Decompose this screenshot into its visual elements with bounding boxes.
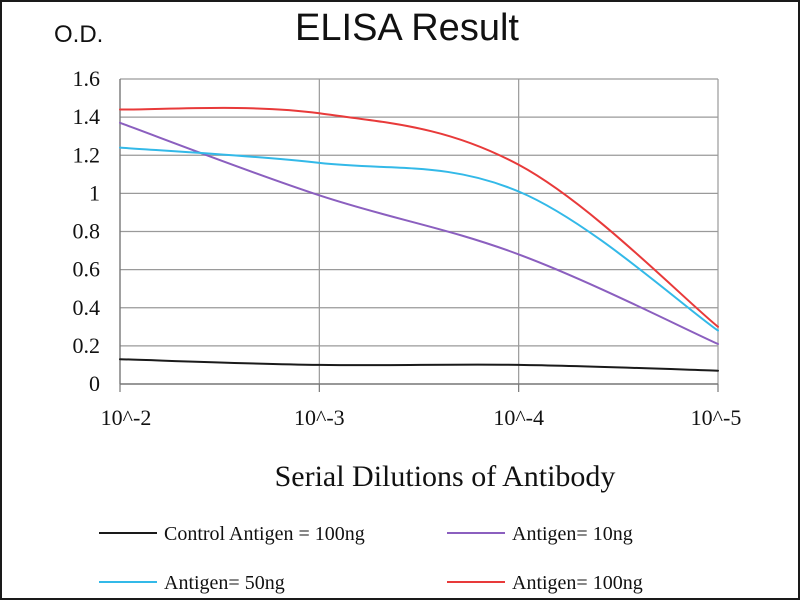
y-tick-label: 0 xyxy=(89,371,100,396)
legend-label: Antigen= 10ng xyxy=(512,523,633,545)
y-axis-label: O.D. xyxy=(54,21,103,48)
grid xyxy=(120,78,719,384)
y-tick-label: 1.6 xyxy=(73,66,101,91)
legend-item: Antigen= 10ng xyxy=(447,523,633,545)
series-line-antigen-10ng xyxy=(119,121,719,345)
x-tick-label: 10^-2 xyxy=(101,405,152,430)
legend-label: Antigen= 100ng xyxy=(512,572,643,594)
legend-item: Control Antigen = 100ng xyxy=(99,523,365,545)
y-tick-label: 1.4 xyxy=(73,104,101,129)
series-line-antigen-50ng xyxy=(119,146,719,332)
series-line-control-antigen-100ng xyxy=(119,358,719,372)
chart-title: ELISA Result xyxy=(295,7,519,49)
axes: 0 0.2 0.4 0.6 0.8 1 1.2 1.4 1.6 10^-2 10^-3 10^-4 10… xyxy=(73,66,742,430)
series-lines xyxy=(119,106,719,372)
legend: Control Antigen = 100ng Antigen= 10ng Anti… xyxy=(99,523,643,594)
y-tick-label: 0.4 xyxy=(73,295,101,320)
y-tick-label: 0.6 xyxy=(73,257,101,282)
y-tick-label: 1.2 xyxy=(73,142,101,167)
x-tick-label: 10^-3 xyxy=(294,405,345,430)
y-tick-label: 0.8 xyxy=(73,219,101,244)
legend-label: Antigen= 50ng xyxy=(164,572,285,594)
legend-item: Antigen= 100ng xyxy=(447,572,643,594)
x-axis-label: Serial Dilutions of Antibody xyxy=(275,460,616,493)
y-tick-label: 0.2 xyxy=(73,333,101,358)
legend-item: Antigen= 50ng xyxy=(99,572,285,594)
series-line-antigen-100ng xyxy=(119,106,719,328)
x-tick-label: 10^-5 xyxy=(691,405,742,430)
legend-label: Control Antigen = 100ng xyxy=(164,523,365,545)
y-tick-label: 1 xyxy=(89,180,100,205)
x-tick-label: 10^-4 xyxy=(493,405,544,430)
